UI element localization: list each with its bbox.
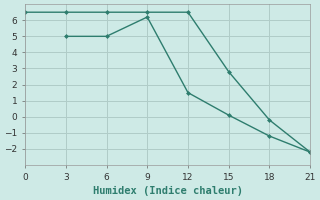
X-axis label: Humidex (Indice chaleur): Humidex (Indice chaleur) bbox=[92, 186, 243, 196]
